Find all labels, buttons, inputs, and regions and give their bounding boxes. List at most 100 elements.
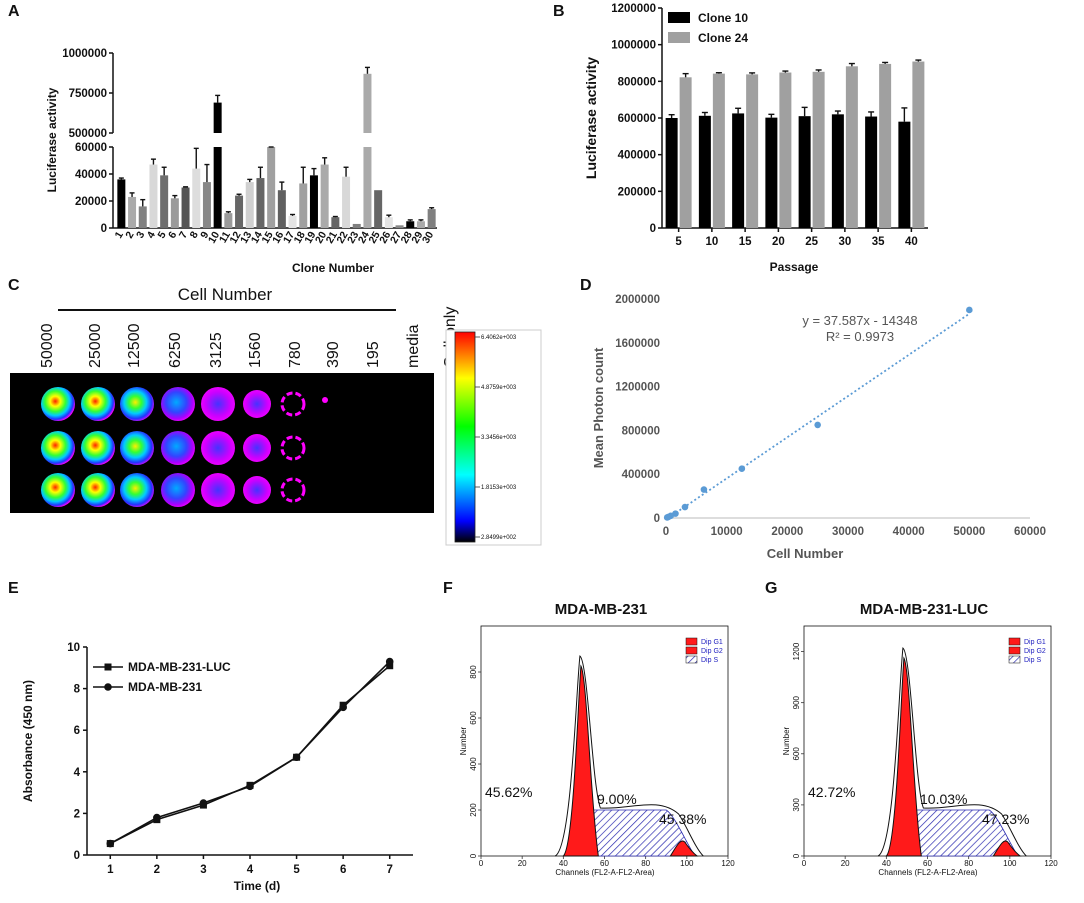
- panel-a-bar: [149, 164, 158, 228]
- panel-d-ytick-label: 1600000: [615, 338, 660, 350]
- f-legend-swatch: [685, 637, 698, 646]
- panel-c-well: [81, 431, 115, 465]
- g-legend-swatch: [1008, 655, 1021, 664]
- panel-a-ylabel: Luciferase activity: [45, 87, 59, 192]
- panel-a-xtick-label: 6: [166, 229, 179, 240]
- panel-a-xtick-label: 17: [281, 229, 297, 245]
- panel-e-ylabel: Absorbance (450 nm): [21, 680, 35, 802]
- f-ytick-label: 400: [469, 757, 478, 771]
- panel-c-imaging: Cell Number 50000 25000 12500 6250 3125 1560 7…: [10, 285, 542, 546]
- panel-a-bar: [352, 223, 361, 228]
- panel-a-bar: [213, 102, 222, 133]
- g-legend-label: Dip G1: [1024, 639, 1046, 646]
- panel-c-well: [41, 473, 75, 507]
- panel-e-label: E: [8, 580, 19, 597]
- panel-b-bar-clone10: [698, 115, 711, 228]
- panel-b-xtick-label: 5: [675, 236, 682, 248]
- f-xtick-label: 0: [479, 859, 484, 868]
- g-ytick-label: 900: [792, 695, 801, 709]
- panel-a-xtick-label: 13: [238, 229, 254, 245]
- panel-a-xtick-label: 29: [409, 229, 425, 245]
- panel-a-ytick-label: 750000: [69, 88, 107, 100]
- panel-d-label: D: [580, 277, 592, 294]
- g-pct-g1: 42.72%: [808, 784, 855, 800]
- panel-a-bar: [202, 182, 211, 228]
- f-ytick-label: 0: [469, 853, 478, 858]
- panel-a-bar: [320, 164, 329, 228]
- panel-c-colorbar: [454, 331, 476, 543]
- panel-e-ytick-label: 4: [74, 767, 81, 779]
- panel-d-equation: y = 37.587x - 14348: [802, 313, 917, 328]
- panel-b-xtick-label: 30: [838, 236, 851, 248]
- panel-b-bar-clone24: [679, 77, 692, 228]
- panel-c-label: C: [8, 277, 20, 294]
- panel-e-marker-circle: [199, 799, 208, 807]
- g-xtick-label: 100: [1003, 859, 1017, 868]
- panel-a-bar: [181, 187, 190, 228]
- g-legend-swatch: [1008, 646, 1021, 655]
- panel-d-r2: R² = 0.9973: [826, 329, 894, 344]
- panel-a-bar: [245, 182, 254, 228]
- panel-c-column-label: 6250: [167, 332, 184, 368]
- panel-e-marker-circle: [153, 813, 161, 822]
- panel-d-xtick-label: 50000: [953, 526, 985, 538]
- g-g1-peak: [885, 656, 922, 857]
- panel-b-ytick-label: 600000: [618, 113, 656, 125]
- panel-b-ytick-label: 400000: [618, 150, 656, 162]
- panel-e-marker-square: [386, 662, 394, 670]
- g-xtick-label: 80: [964, 859, 973, 868]
- panel-b-bar-clone24: [779, 72, 792, 229]
- panel-a-xlabel: Clone Number: [292, 261, 374, 275]
- f-data-curve: [554, 655, 704, 857]
- panel-d-chart: Mean Photon count Cell Number y = 37.587…: [591, 294, 1046, 561]
- panel-a-bar: [374, 190, 383, 228]
- panel-b-ytick-label: 1200000: [611, 3, 656, 15]
- g-xtick-label: 40: [882, 859, 891, 868]
- panel-a-xtick-label: 27: [388, 229, 404, 245]
- panel-e-xtick-label: 4: [247, 864, 254, 876]
- panel-d-trendline: [667, 313, 970, 519]
- panel-a-bar: [138, 206, 147, 228]
- panel-a-ytick-label: 0: [101, 223, 107, 235]
- g-xtick-label: 60: [923, 859, 932, 868]
- panel-c-well: [280, 391, 306, 417]
- panel-a-bar: [406, 221, 415, 228]
- panel-a-chart: Luciferase activity Clone Number 0 20000 4…: [45, 48, 437, 275]
- panel-a-xtick-label: 25: [367, 229, 383, 245]
- panel-b-bar-clone24: [845, 66, 858, 228]
- panel-d-ytick-label: 2000000: [615, 294, 660, 306]
- panel-e-xtick-label: 7: [387, 864, 393, 876]
- panel-a-ytick-label: 500000: [69, 128, 107, 140]
- panel-a-xtick-label: 18: [292, 229, 308, 245]
- f-legend-swatch: [685, 655, 698, 664]
- panel-a-xtick-label: 3: [134, 229, 147, 240]
- panel-a-xtick-label: 19: [302, 229, 318, 245]
- panel-d-ylabel: Mean Photon count: [591, 347, 606, 468]
- g-pct-s: 10.03%: [920, 791, 967, 807]
- panel-a-ytick-label: 1000000: [62, 48, 107, 60]
- panel-a-xtick-label: 30: [420, 229, 436, 245]
- panel-a-xtick-label: 21: [324, 229, 340, 245]
- panel-d-xtick-label: 40000: [893, 526, 925, 538]
- panel-b-xtick-label: 40: [905, 236, 918, 248]
- panel-c-column-label: 780: [287, 341, 304, 368]
- panel-c-well: [243, 390, 271, 418]
- panel-c-well: [280, 435, 306, 461]
- panel-d-point: [681, 503, 689, 511]
- g-xlabel: Channels (FL2-A-FL2-Area): [878, 868, 977, 877]
- panel-a-bar: [416, 221, 425, 228]
- panel-a-ytick-label: 40000: [75, 169, 107, 181]
- panel-a-bar: [192, 168, 201, 228]
- panel-b-legend-label: Clone 24: [698, 31, 748, 45]
- panel-b-chart: Luciferase activity Passage 0 200000 40000…: [583, 3, 928, 274]
- panel-c-column-label: 195: [365, 341, 382, 368]
- panel-a-xtick-label: 20: [313, 229, 329, 245]
- panel-a-ytick-label: 20000: [75, 196, 107, 208]
- panel-b-bar-clone24: [812, 71, 825, 228]
- f-xtick-label: 100: [680, 859, 694, 868]
- f-xlabel: Channels (FL2-A-FL2-Area): [555, 868, 654, 877]
- panel-b-ylabel: Luciferase activity: [583, 57, 599, 179]
- panel-d-point: [966, 306, 973, 314]
- panel-a-xtick-label: 7: [177, 229, 190, 240]
- panel-b-label: B: [553, 3, 565, 20]
